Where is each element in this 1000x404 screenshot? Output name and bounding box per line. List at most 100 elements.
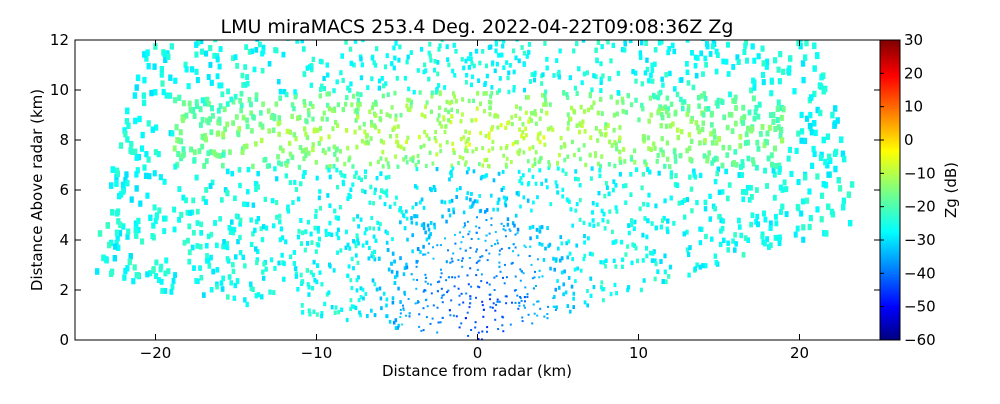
- radar-gate: [114, 210, 120, 217]
- radar-gate: [536, 195, 539, 200]
- radar-gate: [518, 148, 522, 153]
- radar-gate: [181, 194, 186, 201]
- radar-gate: [754, 164, 759, 171]
- radar-gate: [665, 226, 669, 232]
- radar-gate: [272, 114, 277, 120]
- radar-gate: [523, 304, 525, 307]
- radar-gate: [362, 121, 366, 127]
- radar-gate: [687, 145, 692, 151]
- radar-gate: [249, 101, 253, 108]
- radar-gate: [598, 173, 602, 179]
- radar-gate: [302, 99, 306, 105]
- radar-gate: [326, 72, 330, 78]
- radar-gate: [354, 305, 358, 311]
- radar-gate: [417, 134, 421, 140]
- radar-gate: [509, 323, 512, 326]
- radar-gate: [721, 218, 725, 224]
- radar-gate: [216, 130, 221, 137]
- radar-gate: [202, 292, 206, 298]
- radar-gate: [324, 228, 328, 234]
- radar-gate: [488, 252, 491, 255]
- radar-gate: [315, 312, 319, 317]
- radar-gate: [607, 191, 611, 197]
- radar-gate: [234, 114, 239, 120]
- radar-gate: [379, 156, 383, 161]
- radar-gate: [746, 155, 751, 162]
- radar-gate: [347, 157, 351, 163]
- radar-gate: [480, 273, 483, 276]
- radar-gate: [559, 258, 562, 263]
- radar-gate: [424, 104, 428, 110]
- radar-gate: [436, 71, 440, 77]
- radar-gate: [424, 163, 428, 168]
- radar-gate: [450, 114, 454, 119]
- radar-gate: [477, 78, 481, 83]
- radar-gate: [403, 226, 407, 231]
- radar-gate: [300, 230, 305, 236]
- radar-gate: [488, 112, 492, 117]
- radar-gate: [273, 166, 277, 172]
- radar-gate: [318, 205, 322, 211]
- radar-gate: [622, 47, 627, 53]
- radar-gate: [450, 107, 454, 112]
- radar-gate: [653, 61, 657, 67]
- radar-gate: [558, 48, 562, 54]
- radar-gate: [189, 146, 194, 153]
- radar-gate: [415, 221, 418, 226]
- radar-gate: [601, 218, 605, 223]
- radar-gate: [247, 96, 252, 103]
- radar-gate: [451, 91, 455, 96]
- radar-gate: [447, 276, 450, 279]
- radar-gate: [320, 282, 324, 287]
- radar-gate: [599, 61, 603, 67]
- radar-gate: [278, 95, 282, 101]
- radar-gate: [467, 283, 470, 286]
- radar-gate: [664, 123, 669, 129]
- radar-gate: [438, 280, 441, 283]
- radar-gate: [796, 179, 801, 186]
- radar-gate: [208, 183, 213, 189]
- radar-gate: [235, 278, 240, 285]
- radar-gate: [281, 148, 285, 154]
- radar-gate: [798, 42, 803, 50]
- radar-gate: [712, 128, 716, 134]
- radar-gate: [526, 296, 529, 298]
- radar-gate: [744, 131, 749, 138]
- radar-gate: [440, 287, 443, 290]
- radar-gate: [204, 199, 208, 205]
- radar-gate: [777, 78, 782, 85]
- radar-gate: [600, 154, 604, 159]
- radar-gate: [170, 130, 175, 137]
- radar-gate: [450, 198, 454, 203]
- radar-gate: [478, 60, 482, 66]
- radar-gate: [488, 105, 492, 110]
- radar-gate: [720, 99, 725, 105]
- radar-gate: [430, 188, 433, 193]
- radar-gate: [458, 303, 461, 306]
- radar-gate: [612, 127, 616, 133]
- radar-gate: [575, 243, 579, 248]
- radar-gate: [486, 281, 489, 284]
- radar-gate: [493, 68, 497, 74]
- radar-gate: [554, 309, 557, 311]
- radar-gate: [494, 41, 498, 47]
- radar-gate: [657, 91, 661, 97]
- radar-gate: [807, 223, 812, 231]
- radar-gate: [262, 224, 266, 230]
- radar-gate: [638, 206, 642, 212]
- radar-gate: [803, 54, 808, 61]
- radar-gate: [518, 116, 522, 121]
- radar-gate: [776, 124, 781, 131]
- radar-gate: [445, 140, 449, 145]
- radar-gate: [423, 62, 427, 68]
- radar-gate: [603, 226, 607, 231]
- radar-gate: [633, 243, 637, 248]
- radar-gate: [655, 158, 659, 164]
- radar-gate: [415, 287, 418, 290]
- radar-gate: [544, 97, 548, 103]
- radar-gate: [417, 159, 420, 164]
- radar-gate: [522, 62, 526, 67]
- radar-gate: [288, 180, 292, 186]
- radar-gate: [277, 115, 281, 121]
- radar-gate: [695, 55, 700, 61]
